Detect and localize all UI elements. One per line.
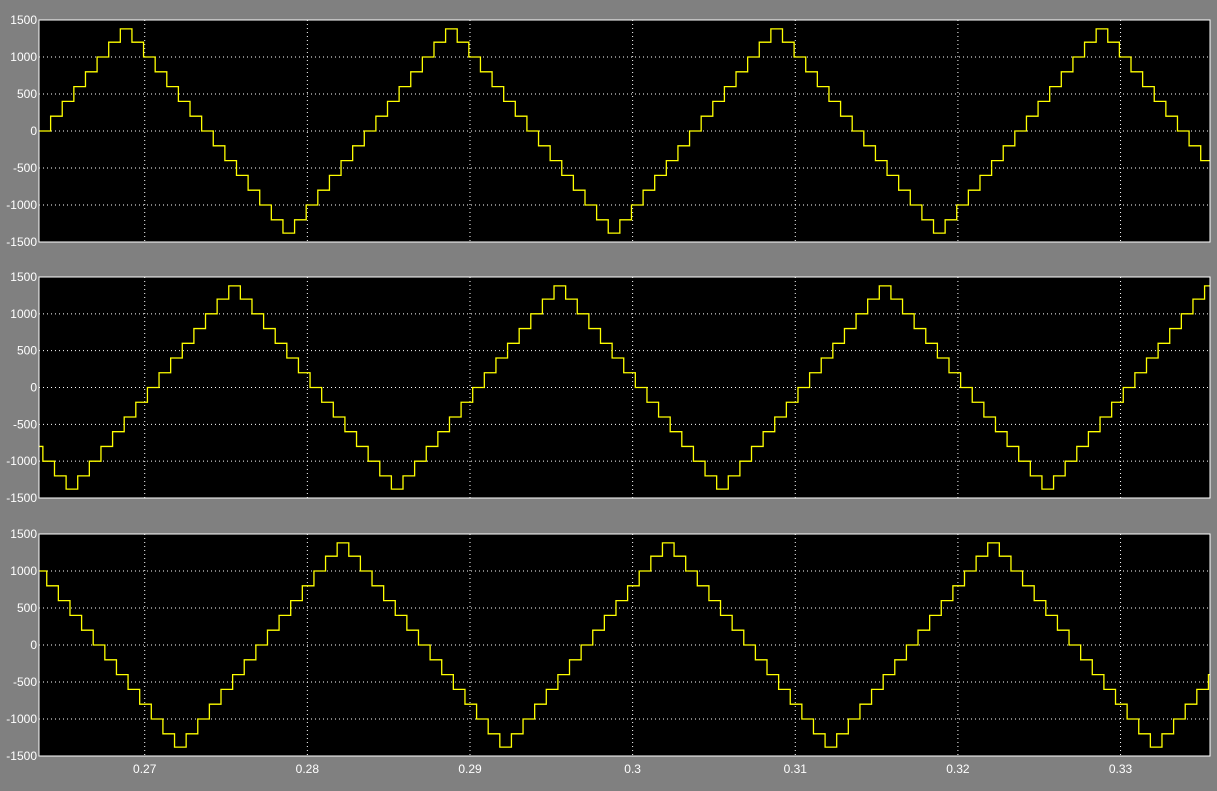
- scope-panel-2: 1500 1000 500 0 -500 -1000 -1500: [6, 270, 1211, 505]
- axes-background: [39, 534, 1210, 756]
- y-tick-label: -1000: [6, 712, 37, 726]
- y-tick-label: -500: [13, 675, 37, 689]
- axes-background: [39, 277, 1210, 498]
- y-tick-label: 1000: [10, 50, 37, 64]
- scope-panel-1: 1500 1000 500 0 -500 -1000 -1500: [6, 13, 1211, 249]
- y-tick-label: -1500: [6, 491, 37, 505]
- y-tick-label: 1000: [10, 307, 37, 321]
- x-tick-label: 0.31: [784, 762, 808, 776]
- signal-trace: [39, 542, 1210, 748]
- y-tick-label: 1500: [10, 270, 37, 284]
- y-tick-label: -1000: [6, 198, 37, 212]
- axes-frame: [38, 276, 1211, 499]
- y-tick-label: -500: [13, 161, 37, 175]
- y-tick-label: 1500: [10, 13, 37, 27]
- y-tick-label: -1500: [6, 235, 37, 249]
- x-tick-label: 0.28: [296, 762, 320, 776]
- x-tick-label: 0.29: [458, 762, 482, 776]
- y-tick-label: 500: [17, 601, 37, 615]
- y-tick-label: -1500: [6, 749, 37, 763]
- y-tick-label: -1000: [6, 454, 37, 468]
- x-tick-label: 0.33: [1109, 762, 1133, 776]
- axes-frame: [38, 533, 1211, 757]
- signal-trace: [39, 285, 1210, 490]
- y-tick-label: 1000: [10, 564, 37, 578]
- scope-panel-3: 1500 1000 500 0 -500 -1000 -1500 0.27 0.28 0.29 0.…: [6, 527, 1211, 776]
- y-tick-label: 0: [30, 381, 37, 395]
- x-tick-label: 0.3: [624, 762, 641, 776]
- axes-background: [39, 20, 1210, 242]
- x-tick-label: 0.32: [946, 762, 970, 776]
- y-tick-label: 0: [30, 124, 37, 138]
- x-tick-label: 0.27: [133, 762, 157, 776]
- axes-frame: [38, 19, 1211, 243]
- signal-trace: [39, 28, 1210, 234]
- y-tick-label: 500: [17, 344, 37, 358]
- y-tick-label: -500: [13, 417, 37, 431]
- y-tick-label: 500: [17, 87, 37, 101]
- y-tick-label: 0: [30, 638, 37, 652]
- y-tick-label: 1500: [10, 527, 37, 541]
